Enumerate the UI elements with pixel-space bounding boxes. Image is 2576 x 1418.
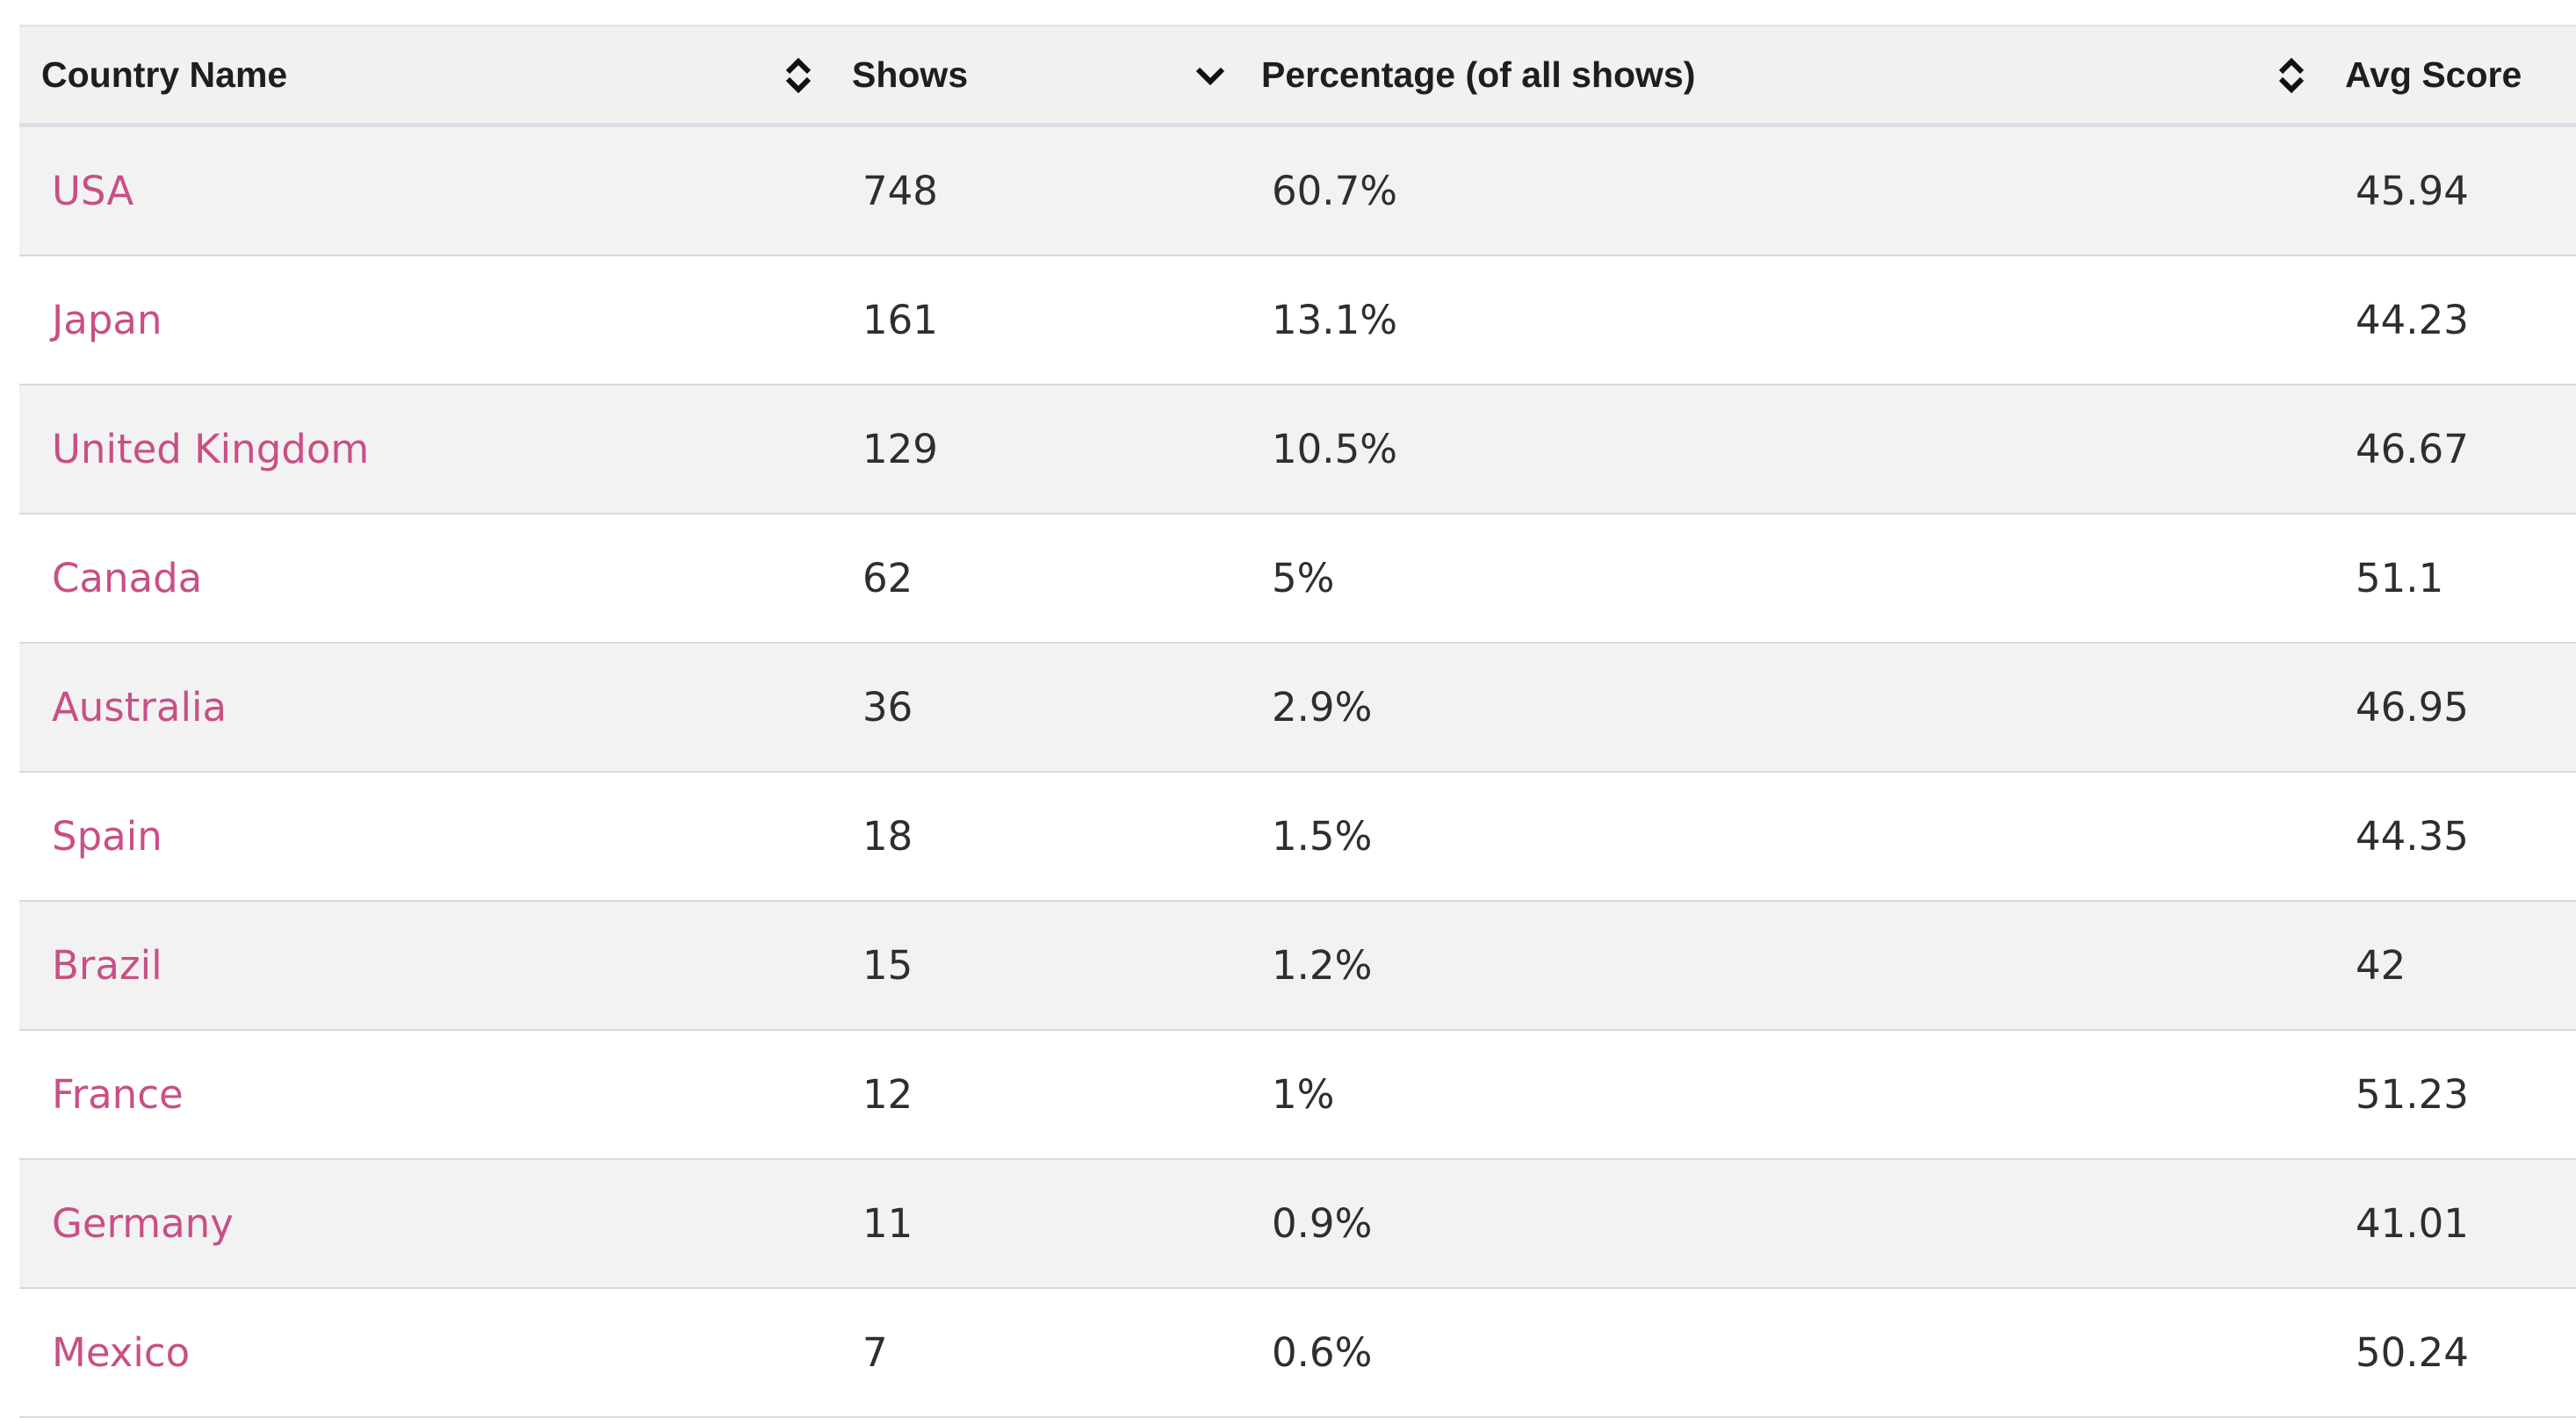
shows-cell: 748 <box>862 168 938 214</box>
percentage-cell: 5% <box>1272 555 1335 601</box>
table-row: France 12 1% 51.23 <box>19 1031 2576 1160</box>
shows-cell: 62 <box>862 555 913 601</box>
avg-score-cell: 42 <box>2356 942 2406 989</box>
header-avg-score[interactable]: Avg Score <box>2345 54 2522 95</box>
shows-cell: 129 <box>862 426 938 472</box>
avg-score-cell: 41.01 <box>2356 1200 2469 1247</box>
shows-cell: 7 <box>862 1329 888 1376</box>
shows-cell: 12 <box>862 1071 913 1118</box>
country-link[interactable]: Brazil <box>52 942 162 989</box>
percentage-cell: 0.9% <box>1272 1200 1373 1247</box>
percentage-cell: 1.2% <box>1272 942 1373 989</box>
avg-score-cell: 50.24 <box>2356 1329 2469 1376</box>
country-link[interactable]: Australia <box>52 684 227 731</box>
country-link[interactable]: United Kingdom <box>52 426 370 472</box>
shows-cell: 18 <box>862 813 913 860</box>
avg-score-cell: 46.95 <box>2356 684 2469 731</box>
sort-both-icon[interactable] <box>783 27 813 123</box>
avg-score-cell: 44.23 <box>2356 297 2469 343</box>
percentage-cell: 1% <box>1272 1071 1335 1118</box>
table-row: Germany 11 0.9% 41.01 <box>19 1160 2576 1289</box>
country-link[interactable]: Mexico <box>52 1329 191 1376</box>
table-body: USA 748 60.7% 45.94 Japan 161 13.1% 44.2… <box>19 127 2576 1418</box>
percentage-cell: 1.5% <box>1272 813 1373 860</box>
avg-score-cell: 45.94 <box>2356 168 2469 214</box>
table-row: USA 748 60.7% 45.94 <box>19 127 2576 256</box>
avg-score-cell: 46.67 <box>2356 426 2469 472</box>
country-link[interactable]: Canada <box>52 555 203 601</box>
shows-cell: 11 <box>862 1200 913 1247</box>
percentage-cell: 0.6% <box>1272 1329 1373 1376</box>
shows-cell: 36 <box>862 684 913 731</box>
header-country-name[interactable]: Country Name <box>41 54 288 95</box>
percentage-cell: 2.9% <box>1272 684 1373 731</box>
shows-cell: 161 <box>862 297 938 343</box>
table-row: Brazil 15 1.2% 42 <box>19 902 2576 1031</box>
percentage-cell: 60.7% <box>1272 168 1397 214</box>
countries-table: Country Name Shows Percentage (of all sh… <box>19 25 2576 1418</box>
avg-score-cell: 51.23 <box>2356 1071 2469 1118</box>
country-link[interactable]: Spain <box>52 813 162 860</box>
table-header: Country Name Shows Percentage (of all sh… <box>19 27 2576 127</box>
table-row: Canada 62 5% 51.1 <box>19 515 2576 644</box>
country-link[interactable]: Germany <box>52 1200 234 1247</box>
header-shows[interactable]: Shows <box>852 54 969 95</box>
table-row: Australia 36 2.9% 46.95 <box>19 644 2576 773</box>
table-row: United Kingdom 129 10.5% 46.67 <box>19 385 2576 515</box>
sort-both-icon[interactable] <box>2277 27 2306 123</box>
table-row: Mexico 7 0.6% 50.24 <box>19 1289 2576 1418</box>
header-percentage[interactable]: Percentage (of all shows) <box>1261 54 1696 95</box>
shows-cell: 15 <box>862 942 913 989</box>
table-row: Japan 161 13.1% 44.23 <box>19 256 2576 385</box>
country-link[interactable]: USA <box>52 168 134 214</box>
country-link[interactable]: France <box>52 1071 184 1118</box>
percentage-cell: 13.1% <box>1272 297 1397 343</box>
avg-score-cell: 44.35 <box>2356 813 2469 860</box>
country-link[interactable]: Japan <box>52 297 162 343</box>
percentage-cell: 10.5% <box>1272 426 1397 472</box>
avg-score-cell: 51.1 <box>2356 555 2444 601</box>
table-row: Spain 18 1.5% 44.35 <box>19 773 2576 902</box>
sort-descending-icon[interactable] <box>1194 27 1226 123</box>
